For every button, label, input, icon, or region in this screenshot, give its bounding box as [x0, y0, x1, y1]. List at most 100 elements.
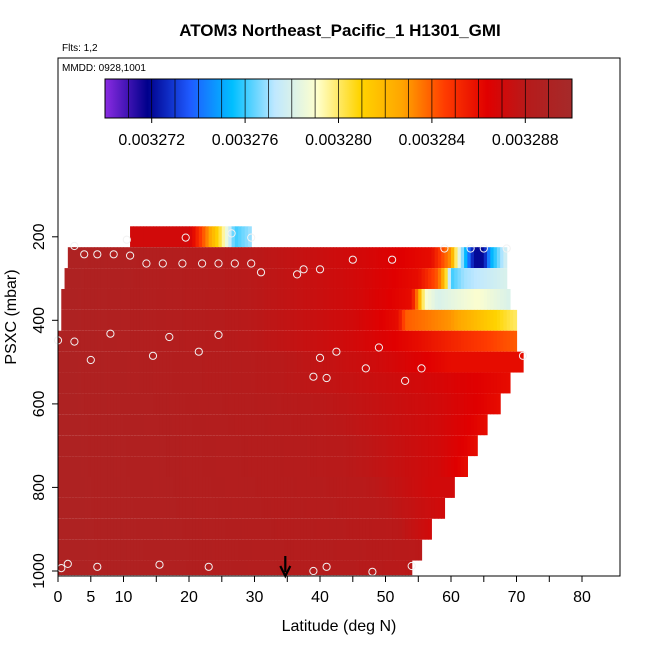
heatmap-cell	[103, 393, 108, 415]
heatmap-cell	[264, 268, 269, 289]
heatmap-cell	[349, 372, 354, 394]
heatmap-cell	[84, 351, 89, 373]
heatmap-cell	[166, 330, 170, 352]
y-tick-label: 1000	[31, 553, 48, 589]
heatmap-cell	[172, 456, 177, 477]
heatmap-cell	[441, 351, 446, 373]
heatmap-cell	[123, 247, 128, 269]
heatmap-cell	[218, 351, 223, 373]
heatmap-cell	[392, 247, 396, 269]
heatmap-cell	[447, 393, 452, 415]
heatmap-cell	[434, 414, 439, 436]
heatmap-cell	[172, 477, 177, 498]
heatmap-cell	[378, 477, 383, 498]
heatmap-cell	[58, 518, 62, 540]
heatmap-cell	[126, 560, 131, 576]
heatmap-cell	[126, 414, 131, 436]
heatmap-cell	[359, 330, 364, 352]
heatmap-cell	[277, 456, 282, 477]
heatmap-cell	[208, 477, 213, 498]
heatmap-cell	[103, 247, 108, 269]
heatmap-cell	[261, 372, 265, 394]
heatmap-cell	[378, 435, 383, 457]
heatmap-cell	[372, 518, 377, 540]
observation-markers	[53, 229, 528, 576]
heatmap-cell	[71, 435, 75, 457]
heatmap-cell	[395, 435, 400, 457]
heatmap-cell	[267, 288, 272, 310]
heatmap-cell	[483, 393, 488, 415]
heatmap-cell	[146, 539, 151, 561]
heatmap-cell	[395, 247, 400, 269]
heatmap-cell	[431, 309, 436, 331]
heatmap-cell	[238, 497, 243, 519]
heatmap-cell	[500, 330, 504, 352]
heatmap-cell	[483, 268, 488, 289]
heatmap-cell	[189, 247, 193, 269]
heatmap-cell	[408, 351, 413, 373]
heatmap-cell	[202, 309, 206, 331]
heatmap-cell	[172, 560, 177, 576]
heatmap-cell	[84, 497, 89, 519]
heatmap-cell	[303, 477, 308, 498]
heatmap-cell	[385, 435, 390, 457]
heatmap-cell	[254, 477, 259, 498]
heatmap-cell	[241, 351, 246, 373]
heatmap-cell	[179, 226, 184, 248]
heatmap-cell	[231, 372, 236, 394]
heatmap-cell	[316, 518, 321, 540]
heatmap-cell	[179, 456, 184, 477]
heatmap-cell	[342, 477, 347, 498]
heatmap-cell	[97, 288, 102, 310]
heatmap-cell	[185, 414, 190, 436]
heatmap-cell	[313, 268, 318, 289]
heatmap-cell	[192, 288, 197, 310]
heatmap-cell	[225, 351, 229, 373]
heatmap-cell	[323, 393, 328, 415]
heatmap-cell	[519, 351, 524, 373]
heatmap-cell	[97, 330, 102, 352]
heatmap-cell	[110, 330, 115, 352]
heatmap-cell	[238, 330, 243, 352]
heatmap-cell	[277, 330, 282, 352]
heatmap-cell	[80, 330, 85, 352]
heatmap-cell	[447, 456, 452, 477]
heatmap-cell	[297, 330, 301, 352]
heatmap-cell	[149, 414, 154, 436]
heatmap-cell	[339, 414, 344, 436]
heatmap-cell	[116, 372, 121, 394]
heatmap-cell	[198, 393, 203, 415]
heatmap-cell	[166, 435, 170, 457]
heatmap-cell	[136, 414, 141, 436]
heatmap-cell	[382, 288, 387, 310]
heatmap-cell	[372, 414, 377, 436]
heatmap-cell	[493, 268, 498, 289]
heatmap-cell	[283, 456, 288, 477]
heatmap-cell	[336, 456, 341, 477]
heatmap-cell	[398, 247, 403, 269]
heatmap-cell	[261, 518, 265, 540]
heatmap-cell	[408, 518, 413, 540]
heatmap-cell	[90, 456, 95, 477]
observation-marker	[86, 355, 95, 365]
heatmap-cell	[349, 477, 354, 498]
heatmap-cell	[375, 268, 380, 289]
heatmap-cell	[365, 560, 370, 576]
heatmap-cell	[251, 414, 256, 436]
heatmap-cell	[228, 288, 233, 310]
heatmap-cell	[205, 518, 210, 540]
heatmap-cell	[202, 456, 206, 477]
heatmap-cell	[67, 393, 72, 415]
heatmap-cell	[254, 518, 259, 540]
heatmap-cell	[378, 393, 383, 415]
heatmap-cell	[225, 539, 229, 561]
heatmap-cell	[401, 268, 406, 289]
heatmap-cell	[139, 560, 144, 576]
heatmap-cell	[418, 456, 423, 477]
heatmap-cell	[126, 477, 131, 498]
heatmap-cell	[107, 477, 112, 498]
heatmap-cell	[280, 393, 285, 415]
heatmap-cell	[139, 351, 144, 373]
heatmap-cell	[215, 539, 220, 561]
